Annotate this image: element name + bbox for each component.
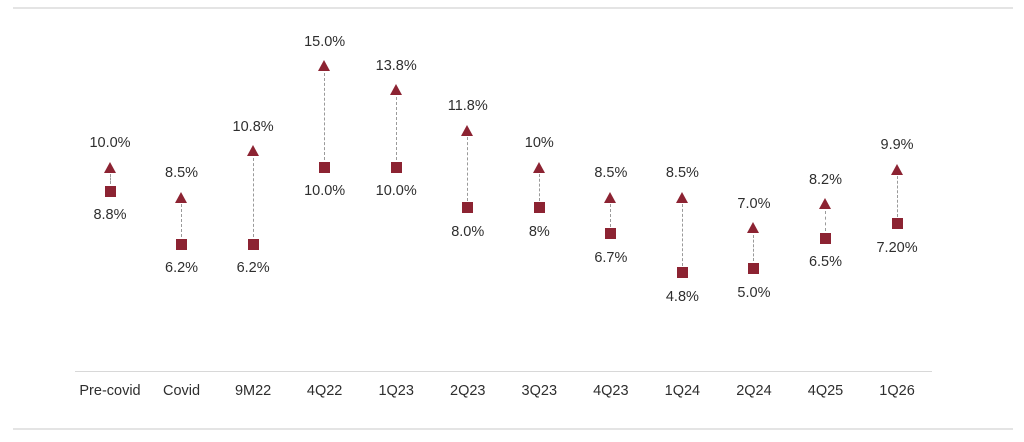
upper-triangle-marker xyxy=(461,124,474,136)
lower-value-label: 10.0% xyxy=(304,183,346,199)
upper-value-label: 10% xyxy=(524,135,554,151)
lower-square-marker xyxy=(319,161,331,173)
x-axis-category-label: Pre-covid xyxy=(79,383,141,399)
upper-triangle-marker xyxy=(819,198,831,210)
upper-triangle-marker xyxy=(675,191,688,203)
upper-value-label: 15.0% xyxy=(304,33,346,50)
lower-value-label: 5.0% xyxy=(737,284,771,301)
lower-value-label: 10.0% xyxy=(375,183,417,199)
top-divider xyxy=(13,7,1013,9)
lower-value-label: 4.8% xyxy=(665,288,699,305)
x-axis-category-label: 4Q22 xyxy=(306,383,343,399)
lower-square-marker xyxy=(247,238,259,250)
x-axis-category-label: 2Q24 xyxy=(736,383,772,399)
lower-square-marker xyxy=(533,202,545,214)
lower-value-label: 7.20% xyxy=(876,239,918,256)
range-connector xyxy=(610,204,612,227)
upper-triangle-marker xyxy=(246,145,259,157)
upper-value-label: 11.8% xyxy=(447,98,488,115)
lower-value-label: 6.2% xyxy=(236,260,270,277)
x-axis-category-label: 4Q25 xyxy=(807,383,844,399)
upper-value-label: 10.8% xyxy=(232,118,274,135)
lower-value-label: 8.8% xyxy=(93,207,127,224)
lower-value-label: 8% xyxy=(528,223,550,240)
upper-value-label: 8.5% xyxy=(594,165,628,182)
range-connector xyxy=(252,157,254,238)
upper-value-label: 10.0% xyxy=(89,135,131,151)
x-axis-line xyxy=(75,371,932,372)
upper-value-label: 8.5% xyxy=(165,165,199,182)
x-axis-category-label: 1Q26 xyxy=(879,383,915,399)
upper-value-label: 9.9% xyxy=(880,137,914,154)
x-axis-category-label: 9M22 xyxy=(234,383,272,399)
range-connector xyxy=(395,96,397,160)
upper-triangle-marker xyxy=(175,191,188,203)
upper-value-label: 8.5% xyxy=(665,165,699,182)
upper-triangle-marker xyxy=(318,60,331,71)
upper-triangle-marker xyxy=(604,191,617,203)
range-connector xyxy=(538,174,540,201)
lower-value-label: 6.7% xyxy=(594,249,628,266)
upper-value-label: 8.2% xyxy=(808,171,843,188)
range-connector xyxy=(681,204,683,266)
range-connector xyxy=(753,234,755,262)
lower-square-marker xyxy=(820,232,831,244)
lower-square-marker xyxy=(605,228,617,240)
x-axis-category-label: 4Q23 xyxy=(593,383,629,399)
lower-square-marker xyxy=(176,238,188,250)
upper-value-label: 13.8% xyxy=(375,57,417,74)
upper-value-label: 7.0% xyxy=(737,195,771,212)
x-axis-category-label: 2Q23 xyxy=(450,383,486,399)
x-axis-category-label: 1Q23 xyxy=(378,383,414,399)
lower-square-marker xyxy=(104,185,116,197)
lower-value-label: 8.0% xyxy=(451,223,485,240)
lower-value-label: 6.5% xyxy=(808,254,843,271)
lower-square-marker xyxy=(462,202,474,214)
lower-square-marker xyxy=(676,267,688,279)
lower-square-marker xyxy=(891,218,903,230)
x-axis-category-label: Covid xyxy=(163,383,201,399)
x-axis-category-label: 1Q24 xyxy=(664,383,701,399)
range-connector xyxy=(825,210,826,232)
x-axis-category-label: 3Q23 xyxy=(521,383,558,399)
range-connector xyxy=(467,137,469,201)
upper-triangle-marker xyxy=(103,161,116,173)
range-connector xyxy=(896,176,898,217)
upper-triangle-marker xyxy=(890,163,903,175)
upper-triangle-marker xyxy=(747,222,760,234)
lower-value-label: 6.2% xyxy=(165,260,199,277)
lower-square-marker xyxy=(390,161,402,173)
upper-triangle-marker xyxy=(389,84,402,96)
bottom-divider xyxy=(13,428,1013,430)
upper-triangle-marker xyxy=(532,161,545,173)
range-connector xyxy=(109,174,111,185)
range-connector xyxy=(324,72,326,160)
range-connector xyxy=(181,204,183,238)
lower-square-marker xyxy=(748,263,760,274)
